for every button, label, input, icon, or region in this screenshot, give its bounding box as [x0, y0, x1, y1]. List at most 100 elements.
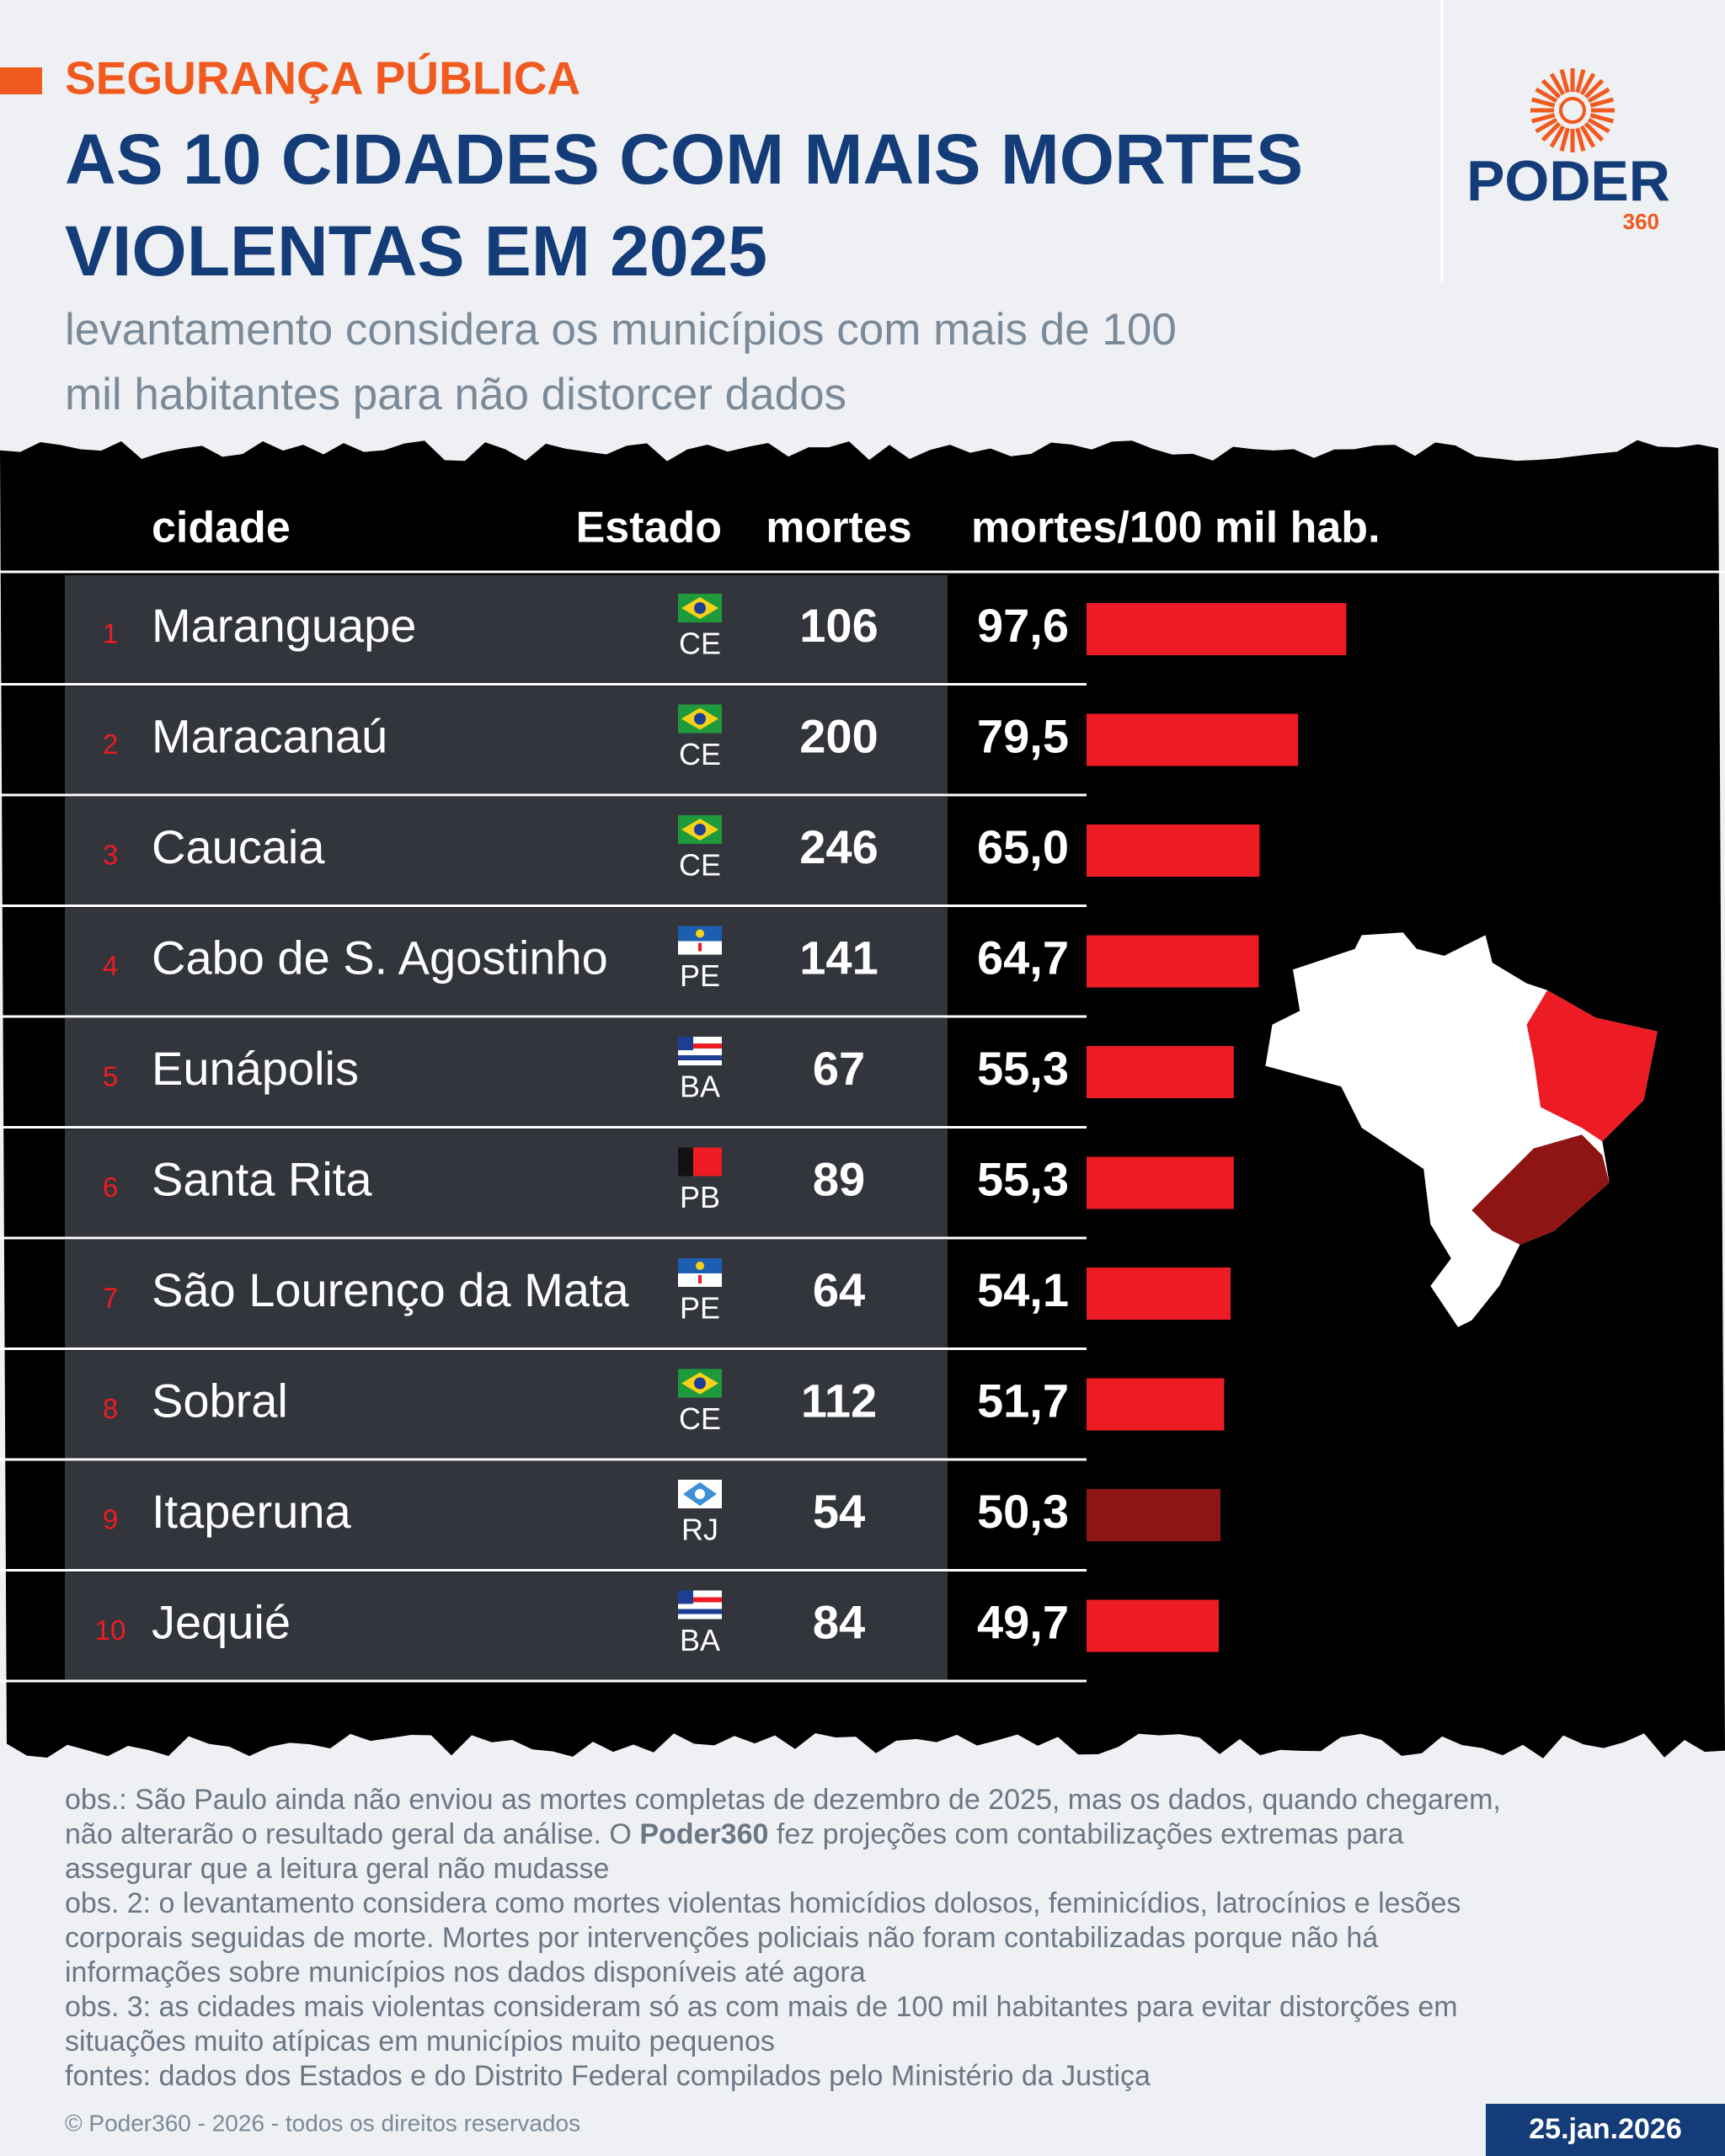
note-text: situações muito atípicas em municípios m…: [65, 2025, 775, 2057]
state-flag: [678, 926, 722, 955]
flag-part: [678, 1051, 722, 1059]
flag-part: [678, 1058, 722, 1065]
sun-ray: [1549, 72, 1566, 96]
sun-ray: [1531, 113, 1556, 124]
note-line: obs. 3: as cidades mais violentas consid…: [65, 1991, 1458, 2023]
rate-label: 55,3: [977, 1042, 1069, 1095]
copyright: © Poder360 - 2026 - todos os direitos re…: [65, 2110, 580, 2136]
note-line: fontes: dados dos Estados e do Distrito …: [65, 2060, 1151, 2092]
state-flag: [678, 1480, 722, 1508]
deaths: 84: [813, 1595, 865, 1648]
title: VIOLENTAS EM 2025: [65, 211, 767, 291]
flag-part: [678, 1612, 722, 1620]
row-panel: [65, 797, 948, 905]
map-southeast: [1471, 1134, 1610, 1245]
brazil-map: [1265, 932, 1658, 1327]
deaths: 200: [799, 709, 878, 762]
subtitle: levantamento considera os municípios com…: [65, 305, 1177, 355]
flag-part: [678, 1609, 722, 1614]
sun-ray: [1559, 69, 1570, 93]
column-header: Estado: [576, 504, 722, 552]
row-panel: [65, 1350, 948, 1459]
bar: [1087, 1267, 1231, 1320]
flag-part: [678, 1147, 693, 1177]
state: CE: [679, 848, 721, 883]
bar: [1087, 1489, 1220, 1541]
sun-ray: [1583, 78, 1605, 99]
map-northeast: [1526, 990, 1658, 1142]
row-panel: [65, 686, 948, 794]
bar: [1087, 935, 1259, 988]
note-brand: Poder360: [639, 1818, 768, 1850]
logo-number: 360: [1623, 209, 1659, 234]
rank: 10: [95, 1614, 126, 1646]
state: PE: [680, 958, 720, 993]
rate-label: 50,3: [977, 1485, 1069, 1538]
logo-sun: [1530, 68, 1615, 152]
city: Maracanaú: [152, 709, 387, 762]
rate-label: 49,7: [977, 1595, 1069, 1648]
flag-part: [698, 1275, 702, 1283]
note-text: fontes: dados dos Estados e do Distrito …: [65, 2060, 1151, 2092]
flag-part: [678, 1597, 722, 1603]
rate-label: 51,7: [977, 1374, 1069, 1427]
rank: 2: [103, 728, 118, 760]
flag-part: [698, 942, 702, 952]
bar: [1087, 1046, 1234, 1098]
state-flag: [678, 594, 722, 622]
note-text: obs. 3: as cidades mais violentas consid…: [65, 1991, 1458, 2023]
state-flag: [678, 1037, 722, 1065]
note-line: não alterarão o resultado geral da análi…: [65, 1818, 1404, 1850]
deaths: 141: [799, 931, 878, 984]
sun-ray: [1589, 113, 1614, 124]
column-header: mortes/100 mil hab.: [971, 504, 1381, 552]
state-flag: [678, 1590, 722, 1620]
sun-ray: [1579, 125, 1596, 148]
note-text: fez projeções com contabilizações extrem…: [768, 1818, 1403, 1850]
flag-part: [678, 1055, 722, 1060]
note-text: obs.: São Paulo ainda não enviou as mort…: [65, 1784, 1501, 1816]
flag-part: [678, 1590, 693, 1604]
deaths: 106: [799, 599, 878, 652]
sun-ray: [1579, 72, 1596, 96]
row-panel: [65, 1240, 948, 1348]
note-line: corporais seguidas de morte. Mortes por …: [65, 1922, 1378, 1954]
city: Eunápolis: [152, 1042, 359, 1095]
row-panel: [65, 1129, 948, 1237]
bar: [1087, 713, 1299, 766]
sun-ray: [1587, 117, 1610, 134]
row-panel: [65, 1018, 948, 1126]
sun-ray: [1535, 117, 1558, 134]
note-line: obs.: São Paulo ainda não enviou as mort…: [65, 1784, 1501, 1816]
rate-label: 54,1: [977, 1263, 1069, 1316]
deaths: 67: [813, 1042, 865, 1095]
state: CE: [679, 1401, 721, 1436]
sun-ray: [1559, 127, 1570, 152]
rank: 5: [103, 1061, 118, 1092]
rank: 9: [103, 1504, 118, 1535]
state: BA: [680, 1070, 720, 1104]
note-line: situações muito atípicas em municípios m…: [65, 2025, 775, 2057]
bar: [1087, 1599, 1220, 1652]
note-line: assegurar que a leitura geral não mudass…: [65, 1853, 609, 1885]
rank: 3: [103, 840, 118, 871]
flag-part: [694, 824, 706, 835]
rank: 6: [103, 1171, 118, 1203]
city: Maranguape: [152, 599, 416, 652]
sun-ray: [1541, 78, 1562, 99]
city: Caucaia: [152, 820, 325, 873]
deaths: 246: [799, 820, 878, 873]
deaths: 54: [813, 1485, 865, 1538]
state: CE: [679, 737, 721, 771]
flag-part: [694, 1377, 706, 1390]
sun-ray: [1589, 97, 1614, 108]
row-panel: [65, 575, 948, 683]
deaths: 112: [801, 1374, 877, 1427]
bar: [1087, 825, 1260, 877]
rank: 8: [103, 1393, 118, 1424]
flag-part: [695, 1489, 705, 1499]
flag-part: [694, 602, 706, 614]
note-text: informações sobre municípios nos dados d…: [65, 1956, 866, 1988]
note-text: não alterarão o resultado geral da análi…: [65, 1818, 639, 1850]
